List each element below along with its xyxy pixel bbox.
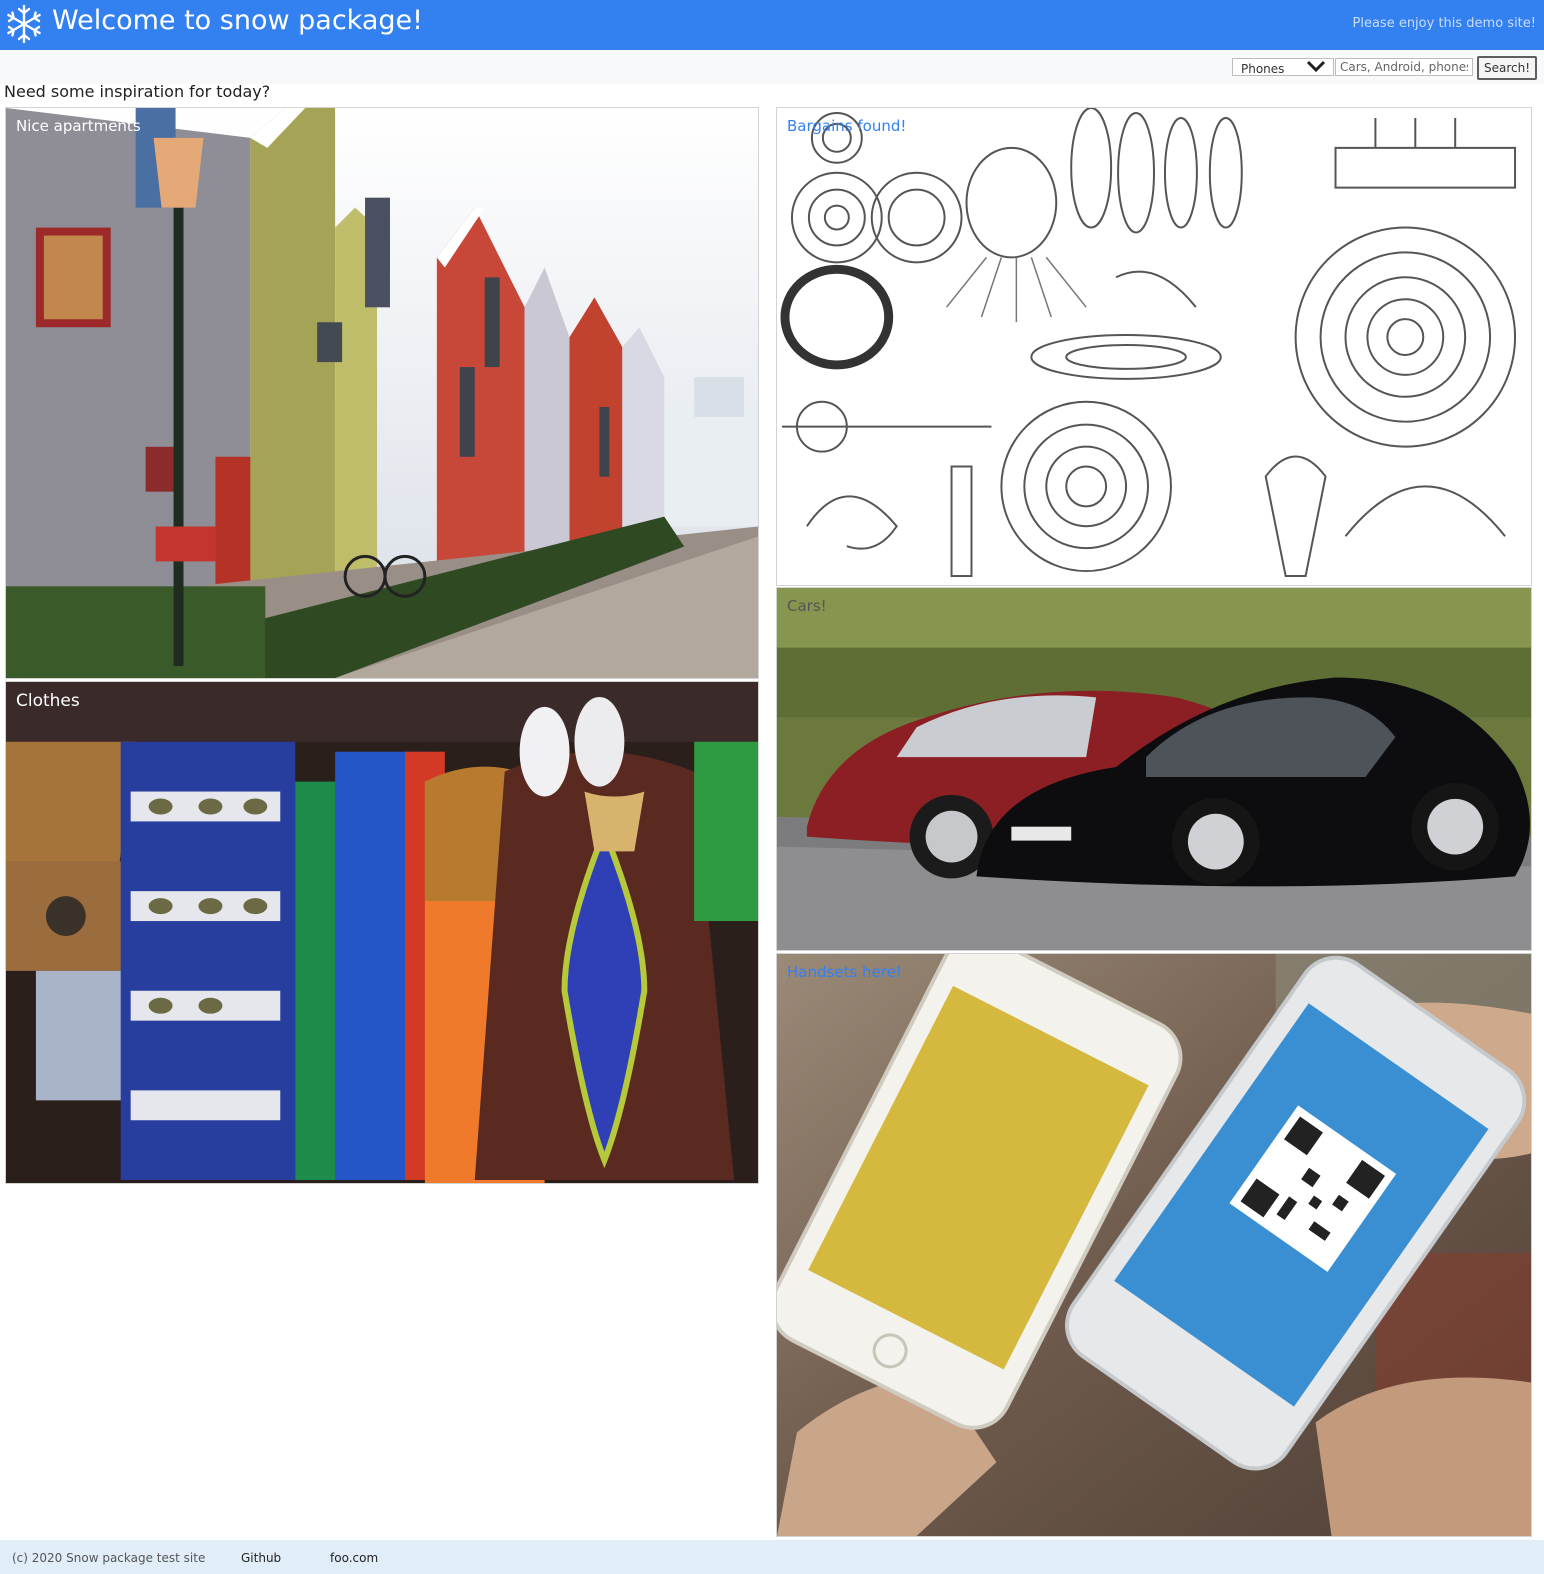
search-button[interactable]: Search!	[1477, 56, 1537, 80]
card-label-bargains: Bargains found!	[787, 117, 907, 135]
card-label-handsets: Handsets here!	[787, 963, 902, 981]
category-select-value: Phones	[1241, 62, 1285, 76]
card-label-cars: Cars!	[787, 597, 827, 615]
category-select[interactable]: Phones	[1232, 58, 1334, 76]
card-label-clothes: Clothes	[16, 691, 80, 711]
snowflake-icon	[7, 4, 41, 44]
apartments-photo	[6, 108, 758, 678]
card-cars[interactable]: Cars!	[776, 587, 1532, 951]
footer-copyright: (c) 2020 Snow package test site	[12, 1551, 206, 1565]
chevron-down-icon	[1306, 60, 1326, 73]
site-title: Welcome to snow package!	[52, 5, 423, 36]
inspiration-heading: Need some inspiration for today?	[4, 82, 271, 101]
bargains-engraving	[777, 108, 1531, 585]
card-apartments[interactable]: Nice apartments	[5, 107, 759, 679]
search-input[interactable]	[1335, 58, 1473, 76]
card-bargains[interactable]: Bargains found!	[776, 107, 1532, 586]
footer-link-github[interactable]: Github	[241, 1551, 282, 1565]
site-subtitle: Please enjoy this demo site!	[1352, 16, 1537, 31]
card-handsets[interactable]: Handsets here!	[776, 953, 1532, 1537]
site-footer: (c) 2020 Snow package test site Github f…	[0, 1540, 1544, 1574]
footer-link-foo[interactable]: foo.com	[330, 1551, 379, 1565]
cars-photo	[777, 588, 1531, 950]
site-header: Welcome to snow package! Please enjoy th…	[0, 0, 1544, 50]
card-label-apartments: Nice apartments	[16, 117, 141, 135]
handsets-photo	[777, 954, 1531, 1536]
card-clothes[interactable]: Clothes	[5, 681, 759, 1184]
clothes-photo	[6, 682, 758, 1183]
